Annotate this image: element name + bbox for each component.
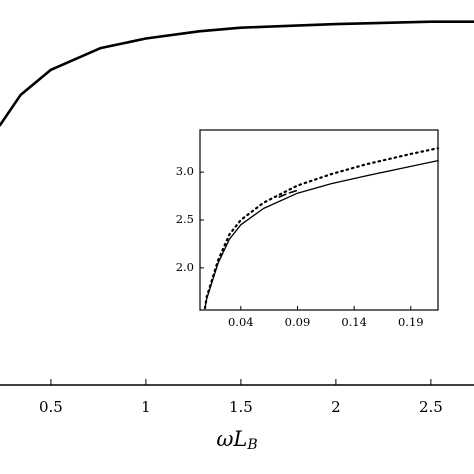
data-line [203, 147, 440, 310]
x-tick-label: 2 [331, 398, 341, 416]
y-tick-label: 2.0 [176, 260, 194, 274]
x-tick-label: 0.09 [285, 315, 311, 329]
x-tick-label: 0.14 [341, 315, 367, 329]
x-tick-label: 0.19 [398, 315, 424, 329]
plot-frame [199, 129, 439, 311]
data-line [278, 189, 299, 198]
x-label-sub: B [246, 437, 257, 453]
x-tick-label: 2.5 [419, 398, 443, 416]
x-label-main: ωL [216, 427, 247, 451]
data-line [0, 20, 474, 127]
x-tick-label: 0.04 [228, 315, 254, 329]
x-tick-label: 0.5 [39, 398, 63, 416]
y-tick-label: 3.0 [176, 164, 194, 178]
x-tick-label: 1 [141, 398, 151, 416]
x-axis-label: ωLB [216, 427, 257, 454]
y-tick-label: 2.5 [176, 212, 194, 226]
x-tick-label: 1.5 [229, 398, 253, 416]
